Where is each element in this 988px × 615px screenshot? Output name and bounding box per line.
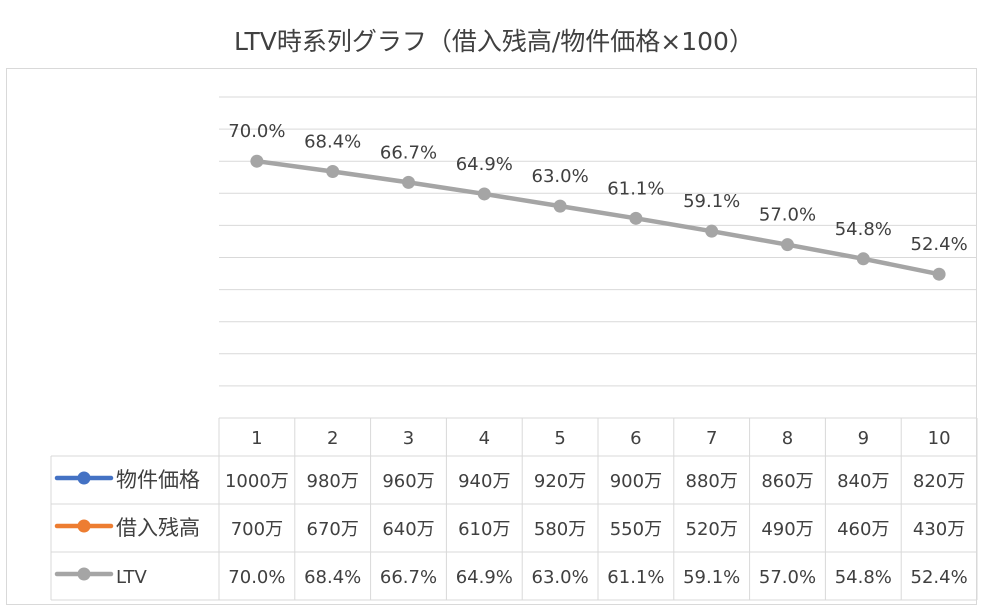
legend-key-marker-2: [77, 519, 91, 533]
table-cell-2-2: 670万: [307, 519, 359, 540]
category-label-9: 9: [858, 428, 869, 449]
ltv-data-label-4: 64.9%: [456, 154, 513, 175]
ltv-data-label-2: 68.4%: [304, 131, 361, 152]
table-cell-3-5: 63.0%: [532, 567, 589, 588]
table-cell-2-10: 430万: [913, 519, 965, 540]
table-cell-1-4: 940万: [458, 471, 510, 492]
table-cell-2-7: 520万: [686, 519, 738, 540]
ltv-data-label-8: 57.0%: [759, 205, 816, 226]
category-label-1: 1: [251, 428, 262, 449]
ltv-data-label-6: 61.1%: [607, 178, 664, 199]
legend-key-marker-3: [77, 567, 91, 581]
ltv-data-label-9: 54.8%: [835, 219, 892, 240]
table-cell-1-9: 840万: [837, 471, 889, 492]
table-cell-2-8: 490万: [761, 519, 813, 540]
category-label-5: 5: [554, 428, 565, 449]
series-name-1: 物件価格: [116, 468, 200, 492]
category-label-3: 3: [403, 428, 414, 449]
table-cell-1-8: 860万: [761, 471, 813, 492]
ltv-data-label-1: 70.0%: [228, 121, 285, 142]
table-cell-3-6: 61.1%: [607, 567, 664, 588]
category-label-6: 6: [630, 428, 641, 449]
legend-key-marker-1: [77, 471, 91, 485]
table-cell-2-9: 460万: [837, 519, 889, 540]
table-cell-2-5: 580万: [534, 519, 586, 540]
ltv-point-9: [856, 252, 870, 266]
ltv-data-label-3: 66.7%: [380, 142, 437, 163]
ltv-data-label-7: 59.1%: [683, 191, 740, 212]
ltv-point-2: [326, 164, 340, 178]
ltv-series-line: [256, 158, 940, 277]
ltv-point-6: [629, 211, 643, 225]
category-label-10: 10: [928, 428, 951, 449]
table-cell-2-4: 610万: [458, 519, 510, 540]
table-cell-3-3: 66.7%: [380, 567, 437, 588]
ltv-point-8: [781, 238, 794, 252]
table-cell-1-7: 880万: [686, 471, 738, 492]
table-cell-3-9: 54.8%: [835, 567, 892, 588]
ltv-point-4: [477, 187, 491, 201]
table-cell-2-3: 640万: [382, 519, 434, 540]
table-cell-1-5: 920万: [534, 471, 586, 492]
table-cell-1-6: 900万: [610, 471, 662, 492]
table-cell-1-10: 820万: [913, 471, 965, 492]
ltv-point-5: [553, 199, 567, 213]
table-cell-3-7: 59.1%: [683, 567, 740, 588]
ltv-point-10: [932, 267, 946, 281]
ltv-data-label-10: 52.4%: [911, 234, 968, 255]
category-label-7: 7: [706, 428, 717, 449]
chart-title: LTV時系列グラフ（借入残高/物件価格×100）: [234, 27, 754, 56]
table-cell-2-6: 550万: [610, 519, 662, 540]
table-cell-3-4: 64.9%: [456, 567, 513, 588]
table-cell-3-10: 52.4%: [911, 567, 968, 588]
ltv-point-1: [250, 154, 264, 168]
series-name-2: 借入残高: [116, 516, 200, 540]
ltv-data-label-5: 63.0%: [532, 166, 589, 187]
series-name-3: LTV: [116, 567, 148, 588]
table-cell-3-1: 70.0%: [228, 567, 285, 588]
category-label-2: 2: [327, 428, 338, 449]
category-label-8: 8: [782, 428, 793, 449]
table-cell-1-1: 1000万: [225, 471, 289, 492]
table-cell-2-1: 700万: [231, 519, 283, 540]
table-cell-1-3: 960万: [382, 471, 434, 492]
table-cell-1-2: 980万: [307, 471, 359, 492]
plot-frame: [6, 68, 977, 605]
ltv-point-7: [705, 224, 719, 238]
table-cell-3-8: 57.0%: [759, 567, 816, 588]
table-cell-3-2: 68.4%: [304, 567, 361, 588]
ltv-point-3: [402, 175, 415, 189]
category-label-4: 4: [479, 428, 490, 449]
